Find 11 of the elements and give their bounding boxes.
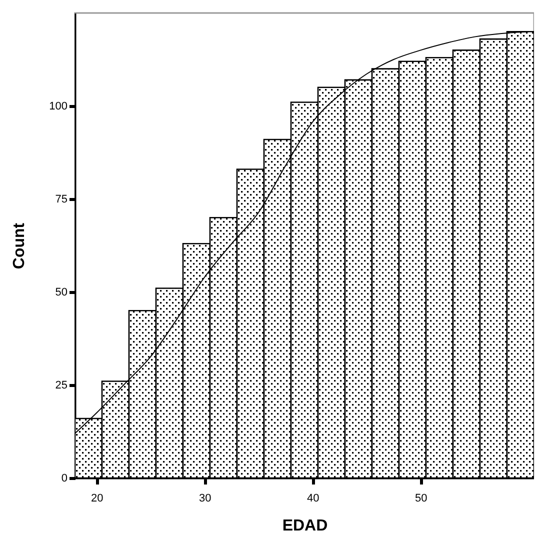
x-tick-label: 30 <box>198 492 212 504</box>
x-tick-label: 20 <box>90 492 104 504</box>
y-tick-label: 0 <box>61 472 68 484</box>
y-tick-label: 100 <box>49 100 68 112</box>
y-axis-title: Count <box>11 222 28 270</box>
y-tick-label: 25 <box>55 380 68 392</box>
x-axis-title: EDAD <box>282 518 328 534</box>
y-tick-label: 50 <box>55 286 68 298</box>
y-tick-label: 75 <box>55 194 68 206</box>
x-tick-label: 50 <box>414 492 428 504</box>
x-tick-label: 40 <box>306 492 320 504</box>
